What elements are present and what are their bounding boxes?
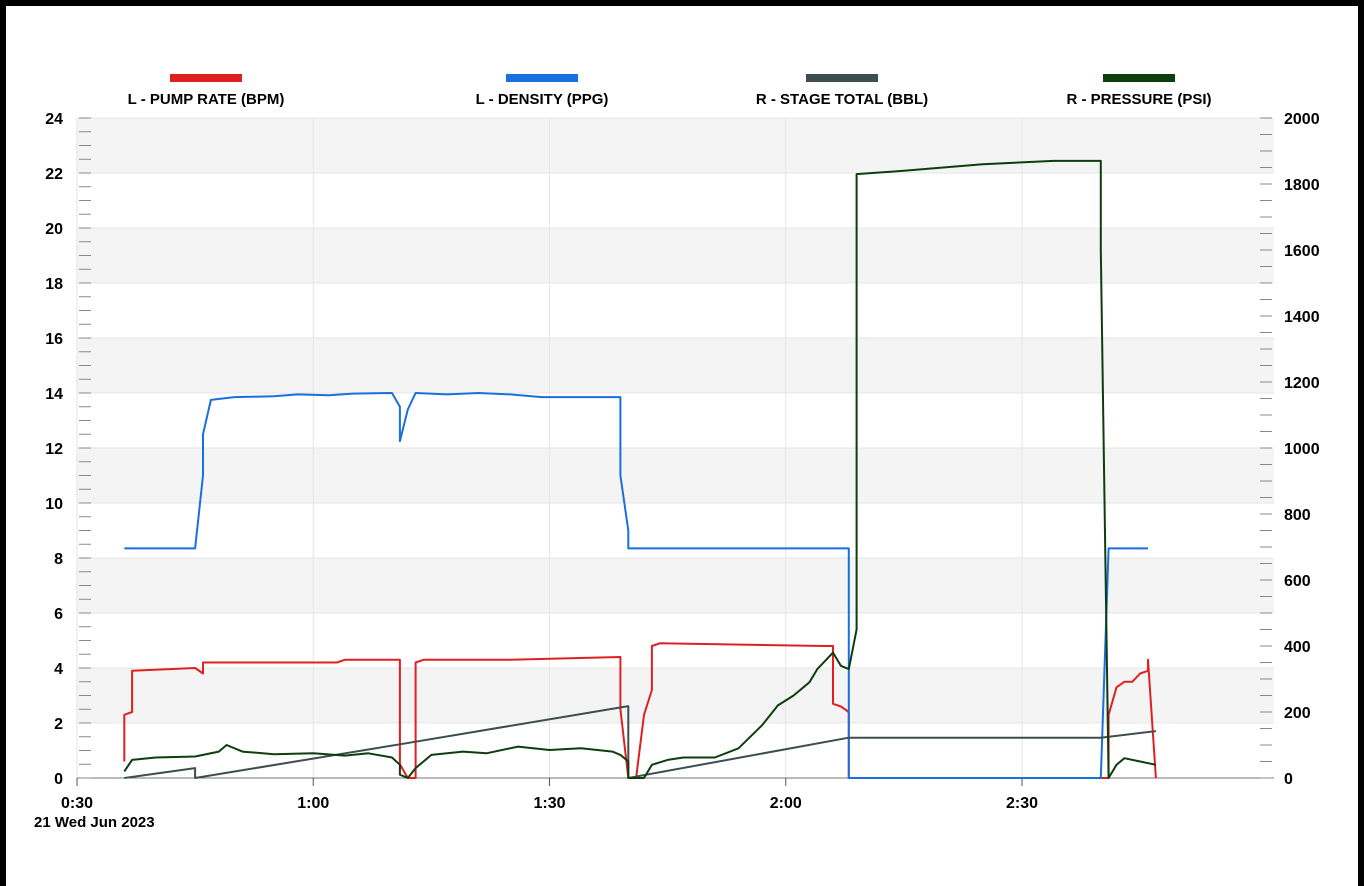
axes: 0246810121416182022240200400600800100012… [34, 111, 1320, 831]
series-line [123, 159, 1157, 779]
left-tick-label: 4 [54, 661, 63, 678]
background-band [77, 338, 1274, 393]
legend-swatch [806, 74, 878, 82]
background-band [77, 118, 1274, 173]
chart-frame: 0 2 4 6 8 10 12 14 16 18 20 22 24 0 200 400 600 800 1000 12… [6, 6, 1358, 886]
line-chart: 0246810121416182022240200400600800100012… [34, 74, 1320, 831]
x-tick-label: 0:30 [61, 795, 93, 812]
series-lines [123, 159, 1157, 779]
right-tick-label: 1600 [1284, 243, 1320, 260]
right-tick-label: 0 [1284, 771, 1293, 788]
gridlines [76, 117, 1274, 779]
left-tick-label: 6 [54, 606, 63, 623]
left-tick-label: 22 [45, 166, 63, 183]
left-tick-label: 2 [54, 716, 63, 733]
left-tick-label: 16 [45, 331, 63, 348]
left-tick-label: 14 [45, 386, 63, 403]
left-tick-label: 20 [45, 221, 63, 238]
right-tick-label: 2000 [1284, 111, 1320, 128]
legend: L - PUMP RATE (BPM) L - DENSITY (PPG) R - … [128, 74, 1212, 108]
legend-swatch [1103, 74, 1175, 82]
left-tick-label: 10 [45, 496, 63, 513]
x-tick-label: 2:00 [770, 795, 802, 812]
background-band [77, 448, 1274, 503]
left-tick-label: 12 [45, 441, 63, 458]
right-tick-label: 400 [1284, 639, 1311, 656]
background-band [77, 668, 1274, 723]
left-tick-label: 8 [54, 551, 63, 568]
legend-swatch [506, 74, 578, 82]
right-tick-label: 200 [1284, 705, 1311, 722]
right-tick-label: 600 [1284, 573, 1311, 590]
right-tick-label: 1200 [1284, 375, 1320, 392]
series-line [124, 705, 1157, 779]
background-band [77, 228, 1274, 283]
x-date-label: 21 Wed Jun 2023 [34, 814, 155, 831]
left-tick-label: 0 [54, 771, 63, 788]
left-tick-label: 18 [45, 276, 63, 293]
background-band [77, 558, 1274, 613]
x-tick-label: 1:00 [297, 795, 329, 812]
legend-label: L - PUMP RATE (BPM) [128, 91, 285, 108]
x-tick-label: 2:30 [1006, 795, 1038, 812]
background-bands [77, 118, 1274, 723]
x-tick-label: 1:30 [533, 795, 565, 812]
left-tick-label: 24 [45, 111, 63, 128]
right-tick-label: 1400 [1284, 309, 1320, 326]
right-tick-label: 800 [1284, 507, 1311, 524]
legend-label: R - STAGE TOTAL (BBL) [756, 91, 928, 108]
right-tick-label: 1800 [1284, 177, 1320, 194]
legend-label: R - PRESSURE (PSI) [1066, 91, 1211, 108]
series-line [124, 392, 1148, 779]
legend-swatch [170, 74, 242, 82]
legend-label: L - DENSITY (PPG) [476, 91, 609, 108]
right-tick-label: 1000 [1284, 441, 1320, 458]
